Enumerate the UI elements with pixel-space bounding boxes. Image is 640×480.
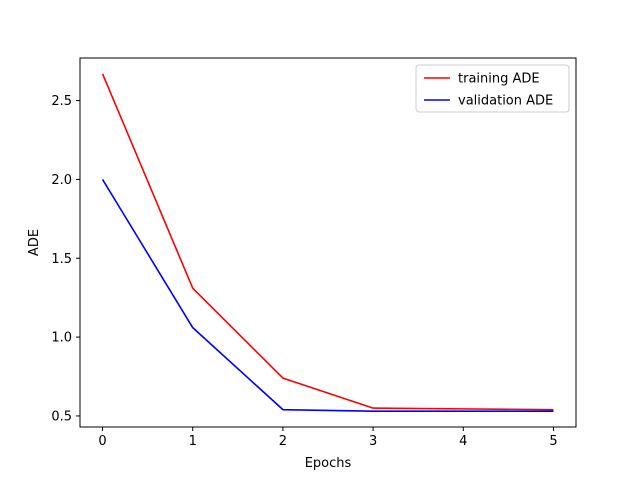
y-tick-label: 1.5 [51,252,72,267]
y-axis-ticks: 0.5 1.0 1.5 2.0 2.5 [51,94,80,424]
x-axis-label: Epochs [305,456,352,471]
y-tick-label: 1.0 [51,331,72,346]
y-axis-label: ADE [27,229,42,256]
y-tick-label: 2.0 [51,173,72,188]
legend: training ADE validation ADE [415,64,570,113]
legend-entry-label: validation ADE [458,94,553,109]
series-layer [101,73,554,413]
x-tick-label: 0 [98,434,106,449]
y-tick-label: 0.5 [51,409,72,424]
x-axis-ticks: 0 1 2 3 4 5 [98,427,558,449]
series-line-validation-ade [101,179,554,413]
y-tick-label: 2.5 [51,94,72,109]
legend-box [415,64,570,113]
x-tick-label: 4 [459,434,467,449]
axes-frame [79,57,577,428]
x-tick-label: 1 [189,434,197,449]
x-tick-label: 2 [279,434,287,449]
series-line-training-ade [101,73,554,411]
x-tick-label: 3 [369,434,377,449]
x-tick-label: 5 [549,434,557,449]
legend-entry-label: training ADE [458,72,540,87]
